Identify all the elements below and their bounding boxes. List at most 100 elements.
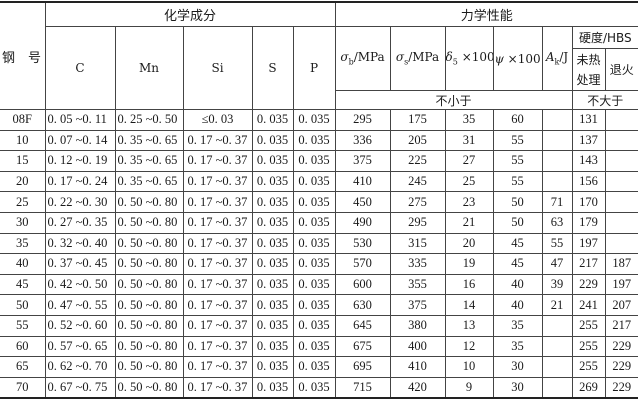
table-cell: 0. 035	[292, 109, 336, 131]
table-cell: 0. 035	[292, 232, 336, 255]
header-annealed: 退火	[604, 48, 639, 91]
header-si: Si	[182, 26, 253, 110]
table-cell: 0. 42 ~0. 50	[44, 273, 116, 296]
header-chem: 化学成分	[44, 1, 336, 27]
table-cell: 197	[571, 232, 606, 255]
table-cell: 0. 035	[292, 273, 336, 296]
table-row: 15 0. 12 ~0. 19 0. 35 ~0. 65 0. 17 ~0. 37 0.…	[0, 150, 639, 172]
table-cell: 40	[492, 273, 543, 296]
table-cell: 0. 035	[251, 314, 294, 337]
table-cell: 0. 035	[292, 150, 336, 172]
table-cell: 35	[492, 335, 543, 358]
header-mech: 力学性能	[334, 1, 639, 27]
table-cell: 187	[604, 253, 639, 275]
table-cell: 0. 035	[251, 253, 294, 275]
table-cell	[604, 129, 639, 152]
table-cell: 241	[571, 294, 606, 316]
table-cell: 27	[444, 150, 494, 172]
header-psi: ψ ×100	[492, 26, 543, 91]
table-cell: 55	[541, 232, 573, 255]
table-cell: 31	[444, 129, 494, 152]
table-cell: 645	[334, 314, 391, 337]
table-cell: 0. 50 ~0. 80	[114, 273, 184, 296]
table-cell: 25	[0, 191, 46, 213]
table-cell: 600	[334, 273, 391, 296]
header-c: C	[45, 26, 116, 110]
table-cell: 21	[541, 294, 573, 316]
table-cell: 19	[444, 253, 494, 275]
table-cell: 0. 035	[251, 356, 294, 378]
table-row: 35 0. 32 ~0. 40 0. 50 ~0. 80 0. 17 ~0. 37 0.…	[0, 232, 639, 255]
table-cell: 20	[444, 232, 494, 255]
table-row: 20 0. 17 ~0. 24 0. 35 ~0. 65 0. 17 ~0. 37 0.…	[0, 170, 639, 193]
table-cell: 630	[334, 294, 391, 316]
table-row: 60 0. 57 ~0. 65 0. 50 ~0. 80 0. 17 ~0. 37 0.…	[0, 335, 639, 358]
table-cell: 197	[604, 273, 639, 296]
table-cell: 0. 57 ~0. 65	[44, 335, 116, 358]
table-cell: 0. 17 ~0. 37	[182, 253, 253, 275]
table-cell: 15	[0, 150, 46, 172]
table-cell: 336	[334, 129, 391, 152]
table-cell: 245	[389, 170, 446, 193]
table-cell: 0. 035	[292, 335, 336, 358]
table-cell: 25	[444, 170, 494, 193]
header-mn: Mn	[114, 26, 184, 110]
table-row: 25 0. 22 ~0. 30 0. 50 ~0. 80 0. 17 ~0. 37 0.…	[0, 191, 639, 213]
header-p: P	[292, 26, 336, 110]
table-cell: 0. 035	[251, 211, 294, 234]
table-cell: 0. 035	[251, 376, 294, 399]
table-cell: 0. 50 ~0. 80	[114, 232, 184, 255]
table-cell: 295	[389, 211, 446, 234]
table-cell: 0. 17 ~0. 37	[182, 232, 253, 255]
table-cell: 9	[444, 376, 494, 399]
table-cell: 0. 67 ~0. 75	[44, 376, 116, 399]
header-s: S	[251, 26, 294, 110]
table-cell: ≤0. 03	[182, 109, 253, 131]
header-steel-no: 钢 号	[0, 1, 46, 110]
table-cell: 14	[444, 294, 494, 316]
table-cell: 0. 035	[292, 253, 336, 275]
table-cell: 30	[492, 376, 543, 399]
table-cell: 13	[444, 314, 494, 337]
table-cell: 0. 035	[251, 273, 294, 296]
header-sigma-s: σs/MPa	[389, 26, 446, 91]
table-cell: 0. 035	[292, 211, 336, 234]
table-cell	[541, 129, 573, 152]
table-cell: 0. 035	[251, 129, 294, 152]
table-cell: 0. 50 ~0. 80	[114, 314, 184, 337]
table-cell: 55	[0, 314, 46, 337]
table-cell	[541, 314, 573, 337]
table-cell: 170	[571, 191, 606, 213]
header-untreated: 未热处理	[572, 48, 606, 91]
header-ak: Ak/J	[541, 26, 573, 91]
table-cell: 10	[0, 129, 46, 152]
table-cell: 217	[571, 253, 606, 275]
table-cell: 0. 50 ~0. 80	[114, 376, 184, 399]
header-sigma-b: σb/MPa	[334, 26, 391, 91]
table-cell: 410	[334, 170, 391, 193]
table-cell: 355	[389, 273, 446, 296]
table-cell	[541, 356, 573, 378]
table-row: 40 0. 37 ~0. 45 0. 50 ~0. 80 0. 17 ~0. 37 0.…	[0, 253, 639, 275]
table-cell: 295	[334, 109, 391, 131]
table-cell: 0. 17 ~0. 37	[182, 314, 253, 337]
table-cell: 205	[389, 129, 446, 152]
table-cell: 275	[389, 191, 446, 213]
table-cell: 0. 50 ~0. 80	[114, 335, 184, 358]
table-cell: 21	[444, 211, 494, 234]
header-not-more: 不大于	[571, 90, 639, 110]
table-cell: 39	[541, 273, 573, 296]
table-cell: 35	[444, 109, 494, 131]
table-cell: 50	[492, 191, 543, 213]
table-cell: 50	[0, 294, 46, 316]
table-cell: 0. 035	[251, 294, 294, 316]
table-cell: 0. 035	[292, 376, 336, 399]
table-cell	[604, 191, 639, 213]
table-cell: 400	[389, 335, 446, 358]
table-cell: 269	[571, 376, 606, 399]
table-cell: 45	[492, 253, 543, 275]
table-cell: 175	[389, 109, 446, 131]
table-cell: 65	[0, 356, 46, 378]
table-cell	[541, 335, 573, 358]
table-cell	[541, 376, 573, 399]
